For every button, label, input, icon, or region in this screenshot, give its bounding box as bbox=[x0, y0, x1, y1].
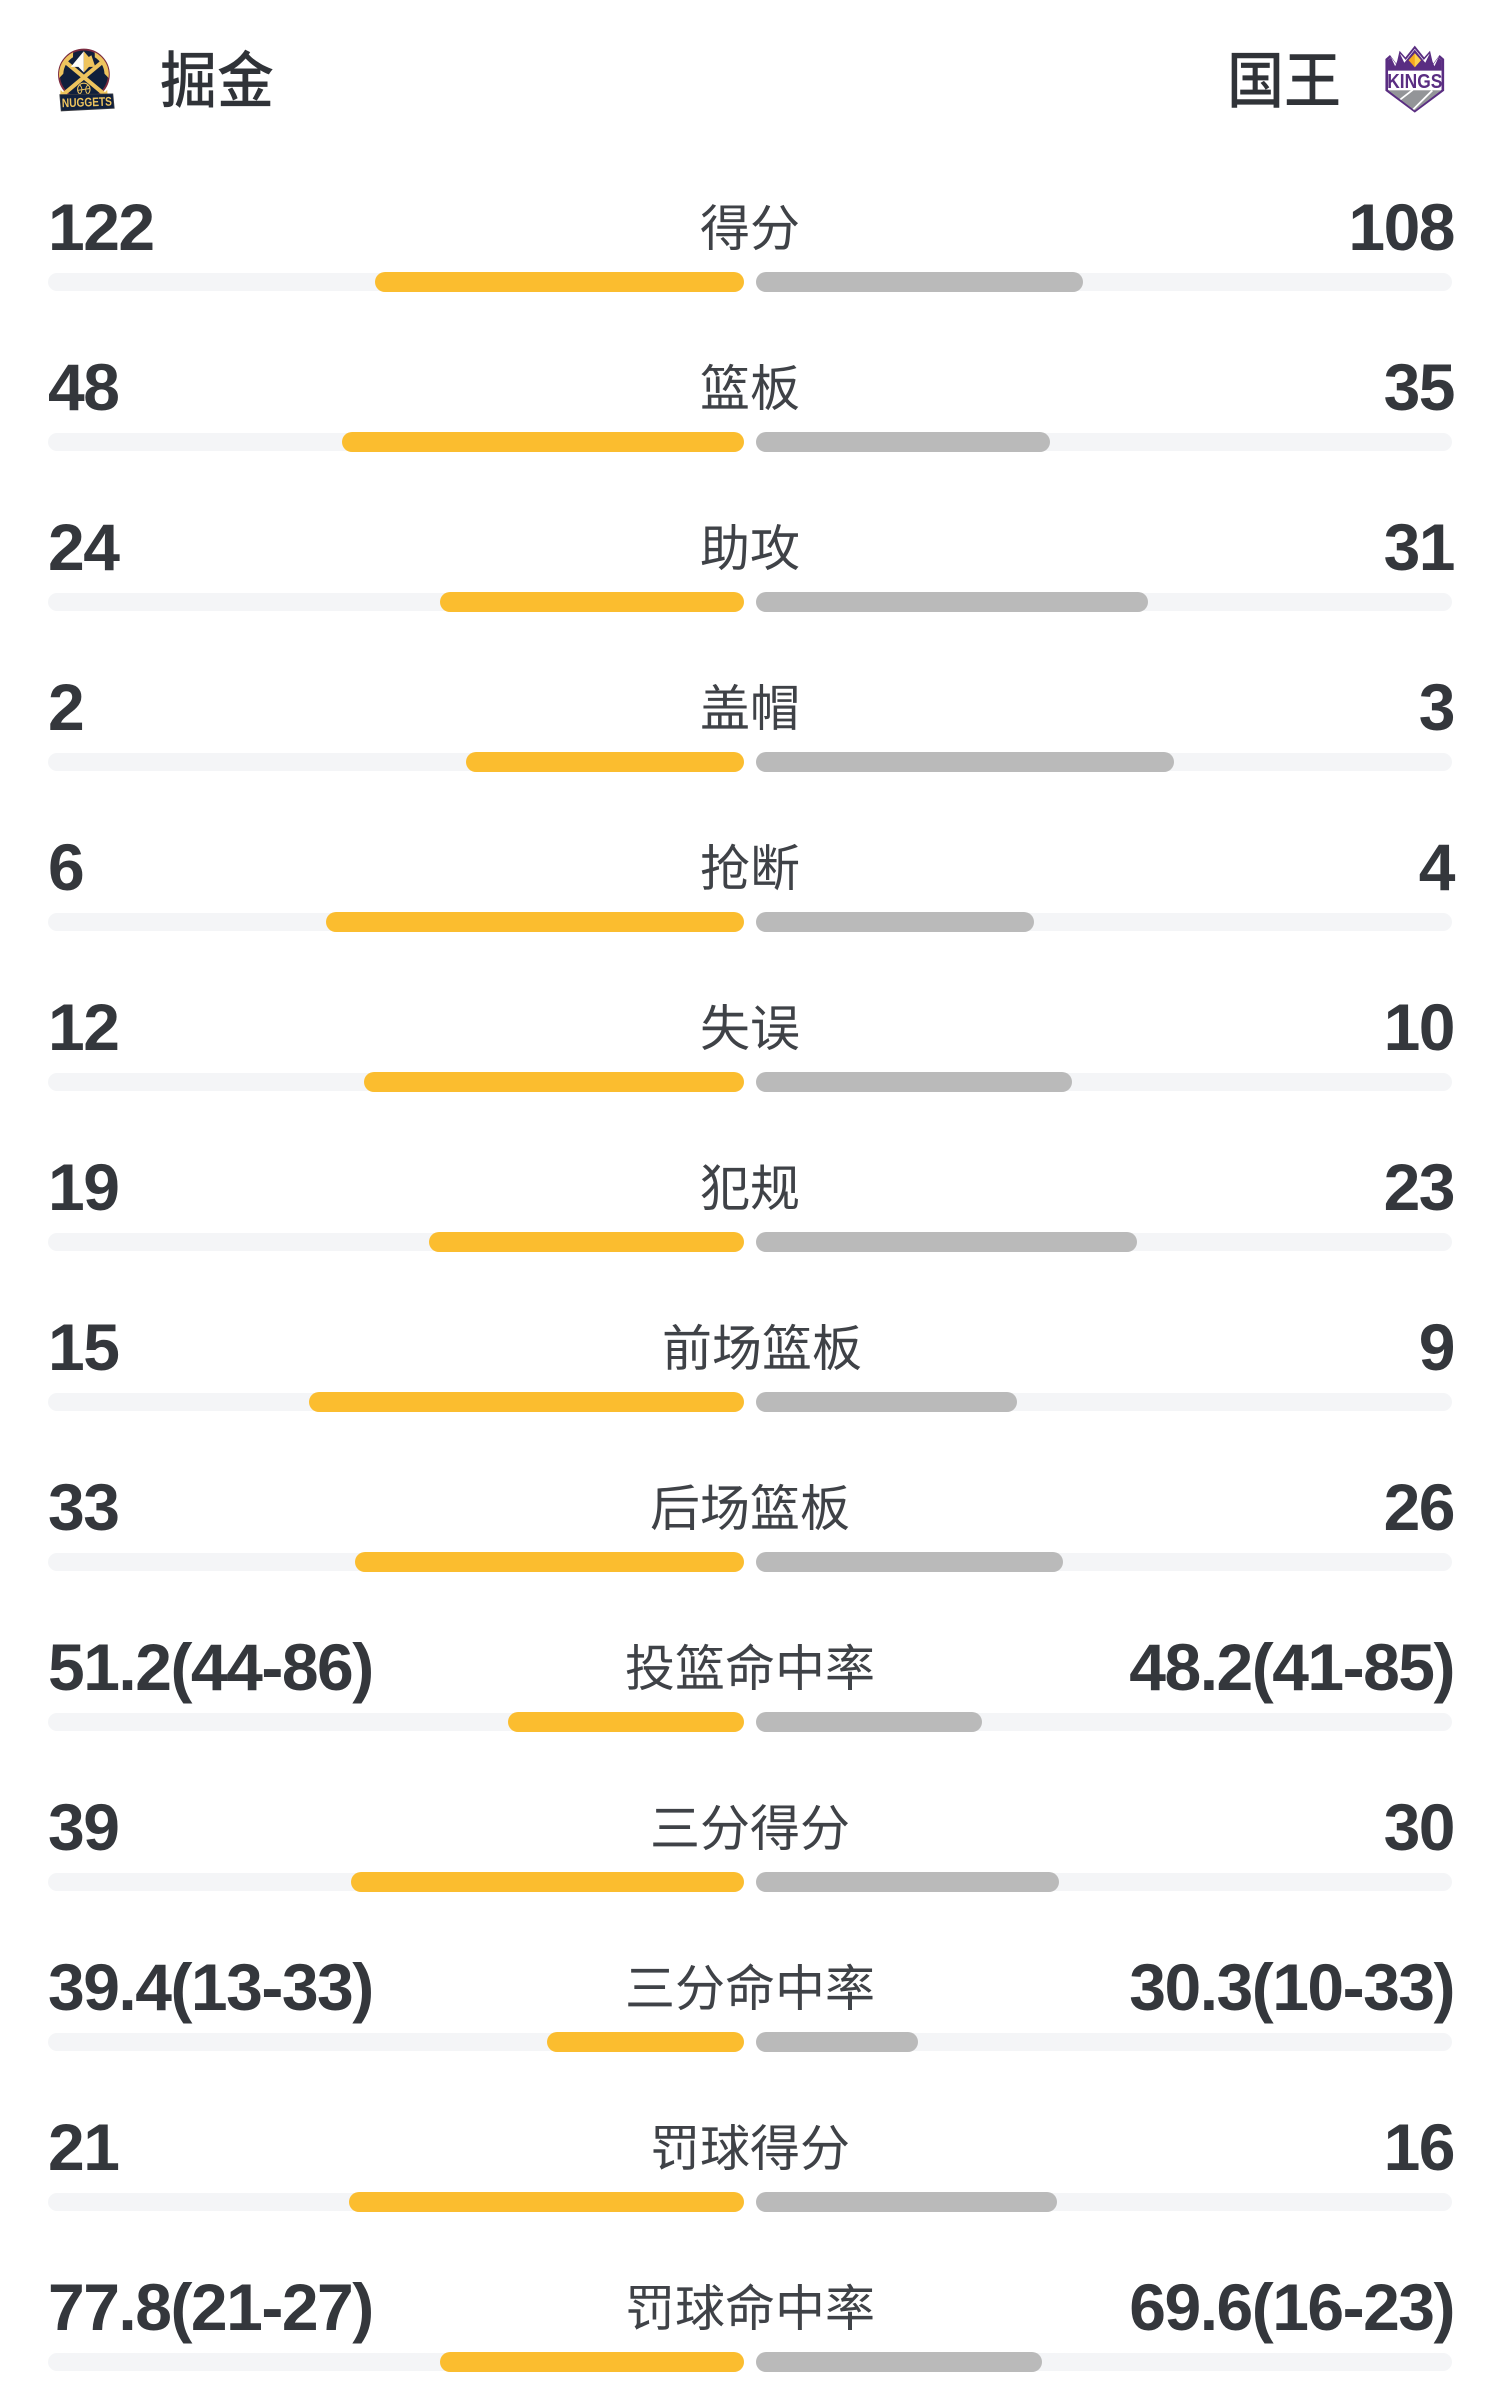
svg-text:KINGS: KINGS bbox=[1387, 70, 1442, 93]
svg-text:NUGGETS: NUGGETS bbox=[62, 95, 112, 111]
